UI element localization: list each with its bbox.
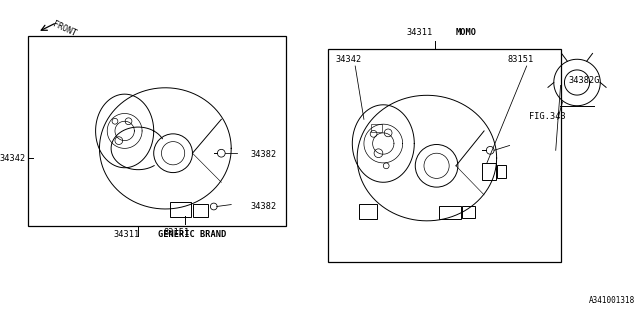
Bar: [497, 165, 506, 179]
Bar: [440, 205, 461, 219]
Text: 34342: 34342: [336, 55, 362, 64]
Text: FRONT: FRONT: [51, 19, 77, 38]
Bar: [28, 36, 287, 226]
Text: MOMO: MOMO: [456, 28, 477, 37]
Bar: [170, 202, 191, 217]
Text: FIG.343: FIG.343: [529, 112, 565, 121]
Bar: [482, 163, 495, 180]
Text: GENERIC BRAND: GENERIC BRAND: [158, 230, 227, 239]
Text: 34382: 34382: [251, 150, 277, 159]
Text: 34382G: 34382G: [568, 76, 600, 84]
Text: 83151: 83151: [164, 228, 190, 237]
Text: A341001318: A341001318: [589, 296, 635, 305]
Text: 83151: 83151: [508, 55, 534, 64]
Text: 34382: 34382: [251, 202, 277, 211]
Bar: [371, 124, 382, 132]
Bar: [359, 204, 376, 219]
Bar: [193, 204, 208, 217]
Bar: [461, 206, 476, 218]
Text: 34342: 34342: [0, 154, 26, 163]
Text: 34311: 34311: [113, 230, 140, 239]
Text: 34311: 34311: [406, 28, 432, 37]
Bar: [328, 49, 561, 262]
